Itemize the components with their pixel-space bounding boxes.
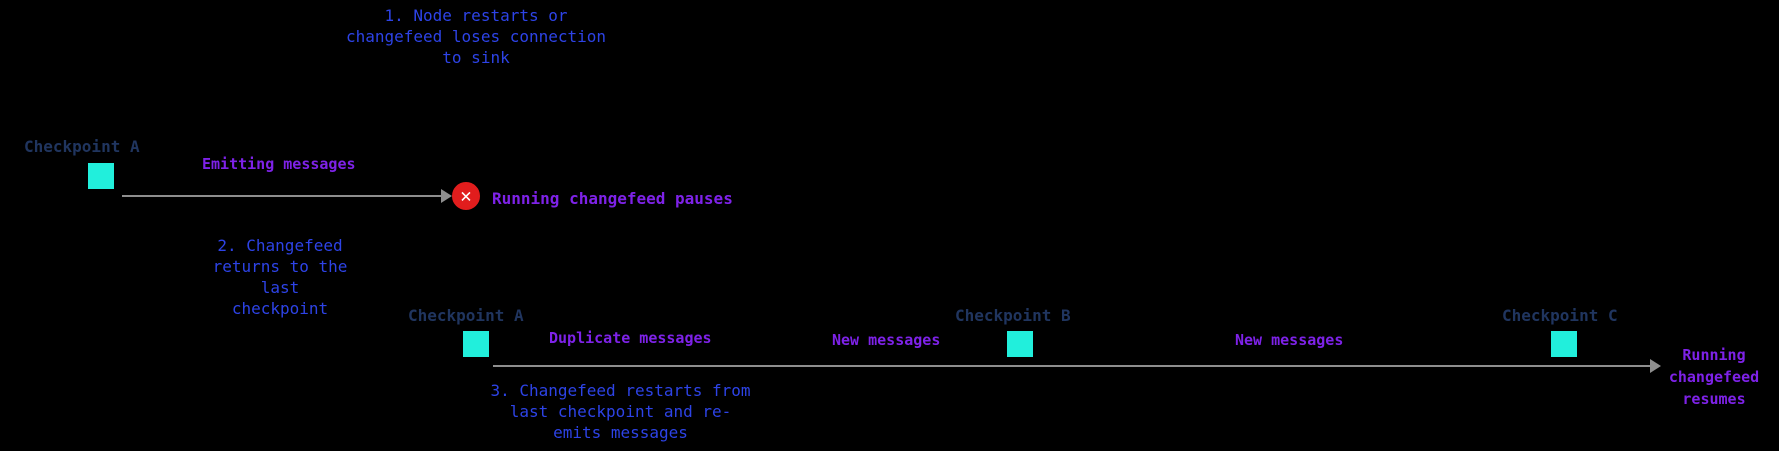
note-step3: 3. Changefeed restarts from last checkpo… bbox=[468, 380, 773, 443]
error-x-glyph: ✕ bbox=[460, 185, 472, 207]
checkpoint-a-marker-row1 bbox=[88, 163, 114, 189]
resume-label-line: Running bbox=[1682, 346, 1746, 364]
note-step1-line: changefeed loses connection bbox=[345, 27, 607, 46]
resume-label-line: resumes bbox=[1682, 390, 1746, 408]
note-step2: 2. Changefeed returns to the last checkp… bbox=[175, 235, 385, 319]
resume-label: Running changefeed resumes bbox=[1652, 344, 1776, 410]
note-step1-line: 1. Node restarts or bbox=[384, 6, 568, 25]
pause-label: Running changefeed pauses bbox=[492, 189, 733, 208]
note-step2-line: 2. Changefeed bbox=[217, 236, 343, 255]
duplicate-messages-label: Duplicate messages bbox=[549, 329, 712, 347]
new-messages-label-2: New messages bbox=[1235, 331, 1344, 349]
note-step3-line: 3. Changefeed restarts from bbox=[490, 381, 751, 400]
error-x-icon: ✕ bbox=[452, 182, 480, 210]
checkpoint-a-label-row2: Checkpoint A bbox=[408, 306, 524, 325]
new-messages-label-1: New messages bbox=[832, 331, 941, 349]
checkpoint-c-label: Checkpoint C bbox=[1502, 306, 1618, 325]
checkpoint-b-marker bbox=[1007, 331, 1033, 357]
note-step2-line: last bbox=[260, 278, 300, 297]
checkpoint-a-marker-row2 bbox=[463, 331, 489, 357]
note-step1: 1. Node restarts or changefeed loses con… bbox=[326, 5, 626, 68]
timeline-arrow-row1 bbox=[122, 189, 452, 203]
emitting-messages-label: Emitting messages bbox=[202, 155, 356, 173]
checkpoint-a-label-row1: Checkpoint A bbox=[24, 137, 140, 156]
arrow-shaft bbox=[122, 195, 443, 197]
arrow-shaft bbox=[493, 365, 1652, 367]
note-step1-line: to sink bbox=[442, 48, 510, 67]
checkpoint-b-label: Checkpoint B bbox=[955, 306, 1071, 325]
note-step3-line: emits messages bbox=[553, 423, 688, 442]
resume-label-line: changefeed bbox=[1668, 368, 1760, 386]
checkpoint-c-marker bbox=[1551, 331, 1577, 357]
note-step3-line: last checkpoint and re- bbox=[509, 402, 732, 421]
arrowhead-icon bbox=[441, 189, 452, 203]
note-step2-line: returns to the bbox=[212, 257, 348, 276]
timeline-arrow-row2 bbox=[493, 359, 1661, 373]
note-step2-line: checkpoint bbox=[231, 299, 329, 318]
arrowhead-icon bbox=[1650, 359, 1661, 373]
